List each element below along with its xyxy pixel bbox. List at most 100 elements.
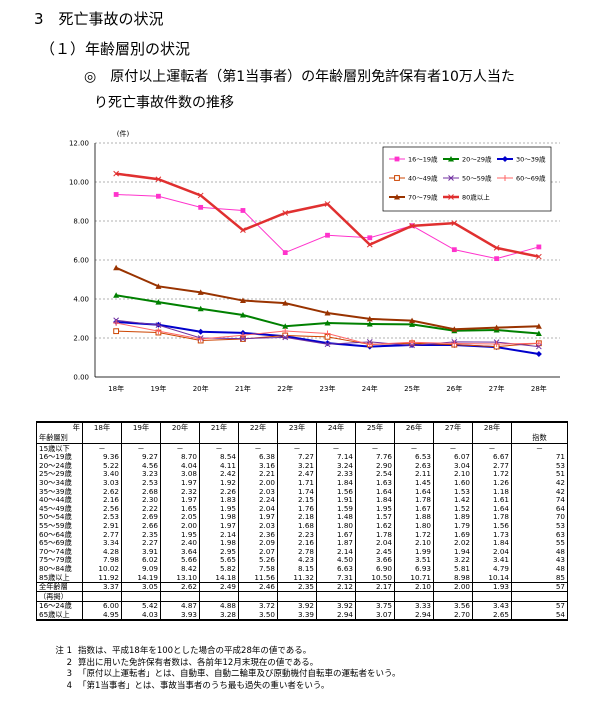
- table-cell: 6.93: [394, 564, 434, 573]
- table-corner-age: 年齢層別: [36, 433, 83, 444]
- table-index-cell: 48: [511, 564, 568, 573]
- table-cell: [238, 591, 278, 602]
- table-cell: 2.36: [238, 529, 278, 539]
- table-index-cell: 57: [511, 600, 568, 611]
- table-blank: [394, 433, 434, 444]
- table-cell: 3.21: [277, 461, 317, 470]
- table-index-cell: 48: [511, 547, 568, 556]
- table-year-header: 19年: [121, 421, 161, 433]
- table-index-header-top: [511, 421, 568, 433]
- table-year-header: 28年: [472, 421, 512, 433]
- table-row-label: 65歳以上: [36, 610, 83, 621]
- table-row-label: 55～59歳: [36, 521, 83, 530]
- footnote: 2 算出に用いた免許保有者数は、各前年12月末現在の値である。: [40, 658, 401, 670]
- table-cell: 1.64: [394, 486, 434, 496]
- table-cell: 2.00: [160, 521, 200, 530]
- table-cell: 1.18: [472, 486, 512, 496]
- x-tick-label: 25年: [404, 384, 420, 393]
- legend-box: [382, 146, 552, 212]
- table-blank: [199, 433, 239, 444]
- table-cell: 1.83: [199, 495, 239, 505]
- table-cell: 3.23: [121, 469, 161, 479]
- table-cell: [199, 591, 239, 602]
- table-cell: 1.69: [433, 529, 473, 539]
- table-cell: 4.28: [82, 547, 122, 556]
- footnote-text: 「第1当事者」とは、事故当事者のうち最も過失の重い者をいう。: [78, 680, 330, 691]
- table-cell: 1.93: [472, 581, 512, 592]
- table-cell: 3.92: [316, 600, 356, 611]
- series-0-point: [113, 192, 119, 197]
- series-0-point: [494, 256, 499, 262]
- table-cell: [316, 591, 356, 602]
- table-cell: 2.10: [433, 469, 473, 479]
- table-cell: －: [355, 443, 395, 453]
- table-header-row: 年 18年 19年 20年 21年 22年 23年 24年 25年 26年 27年 28年: [36, 421, 568, 433]
- table-cell: 2.40: [160, 538, 200, 548]
- table-cell: 5.65: [199, 555, 239, 565]
- footnote-number: 4: [66, 680, 72, 691]
- table-cell: 3.08: [160, 469, 200, 479]
- table-cell: 2.62: [82, 486, 122, 496]
- table-row: 全年齢層 3.37 3.05 2.62 2.49 2.46 2.35 2.12 2.17 2.10…: [36, 581, 568, 592]
- table-cell: 11.56: [238, 572, 278, 582]
- table-cell: 2.77: [472, 461, 512, 470]
- table-year-header: 25年: [355, 421, 395, 433]
- legend-label: 40～49歳: [408, 174, 438, 183]
- series-5-point: [197, 335, 204, 342]
- table-row: 60～64歳 2.77 2.35 1.95 2.14 2.36 2.23 1.67 1.78 1.…: [36, 529, 568, 539]
- table-row-label: 20～24歳: [36, 461, 83, 470]
- table-year-header: 20年: [160, 421, 200, 433]
- table-cell: 5.42: [121, 600, 161, 611]
- table-cell: 2.17: [355, 581, 395, 592]
- table-cell: 4.11: [199, 461, 239, 470]
- series-5-point: [409, 339, 416, 346]
- subsection-heading: （１）年齢層別の状況: [40, 40, 191, 58]
- chart-title-line1: ◎ 原付以上運転者（第1当事者）の年齢層別免許保有者10万人当た: [84, 69, 515, 85]
- table-blank: [160, 433, 200, 444]
- table-row-label: 16～24歳: [36, 600, 83, 611]
- table-cell: 4.03: [121, 610, 161, 621]
- table-cell: 2.04: [472, 547, 512, 556]
- series-6-point: [451, 326, 458, 332]
- table-cell: 2.00: [433, 581, 473, 592]
- table-cell: 5.82: [199, 564, 239, 573]
- table-cell: 2.10: [394, 581, 434, 592]
- table-cell: －: [238, 443, 278, 453]
- table-cell: 9.27: [121, 452, 161, 462]
- series-0-point: [240, 208, 246, 213]
- table-index-cell: 42: [511, 486, 568, 496]
- table-cell: 1.95: [355, 504, 395, 513]
- table-cell: [160, 591, 200, 602]
- table-row-label: 50～54歳: [36, 512, 83, 522]
- table-cell: 2.42: [199, 469, 239, 479]
- table-cell: 2.77: [82, 529, 122, 539]
- section-heading: 3 死亡事故の状況: [34, 10, 164, 28]
- series-6-point: [366, 315, 373, 322]
- table-cell: －: [199, 443, 239, 453]
- table-blank: [472, 433, 512, 444]
- table-cell: 1.64: [472, 504, 512, 513]
- series-1-point: [535, 330, 542, 337]
- table-cell: 6.63: [316, 564, 356, 573]
- series-3-point: [113, 328, 120, 335]
- series-6-point: [282, 300, 289, 306]
- table-cell: 1.67: [316, 529, 356, 539]
- x-tick-label: 26年: [446, 384, 462, 393]
- table-cell: 2.95: [199, 547, 239, 556]
- table-cell: 3.40: [82, 469, 122, 479]
- table-cell: 3.16: [238, 461, 278, 470]
- series-1-point: [197, 305, 204, 312]
- table-row: 30～34歳 3.03 2.53 1.97 1.92 2.00 1.71 1.84 1.63 1.…: [36, 478, 568, 487]
- table-cell: 1.98: [199, 538, 239, 548]
- table-cell: 1.48: [316, 512, 356, 522]
- series-0-point: [198, 204, 204, 210]
- series-6-point: [155, 283, 162, 289]
- table-cell: [82, 591, 122, 602]
- table-row: 50～54歳 2.53 2.69 2.05 1.98 1.97 2.18 1.48 1.57 1.…: [36, 512, 568, 522]
- table-cell: 8.15: [277, 564, 317, 573]
- table-cell: 1.72: [394, 529, 434, 539]
- table-cell: 6.07: [433, 452, 473, 462]
- series-0-point: [325, 232, 330, 238]
- table-row-label: 75～79歳: [36, 555, 83, 565]
- table-index-cell: 42: [511, 478, 568, 487]
